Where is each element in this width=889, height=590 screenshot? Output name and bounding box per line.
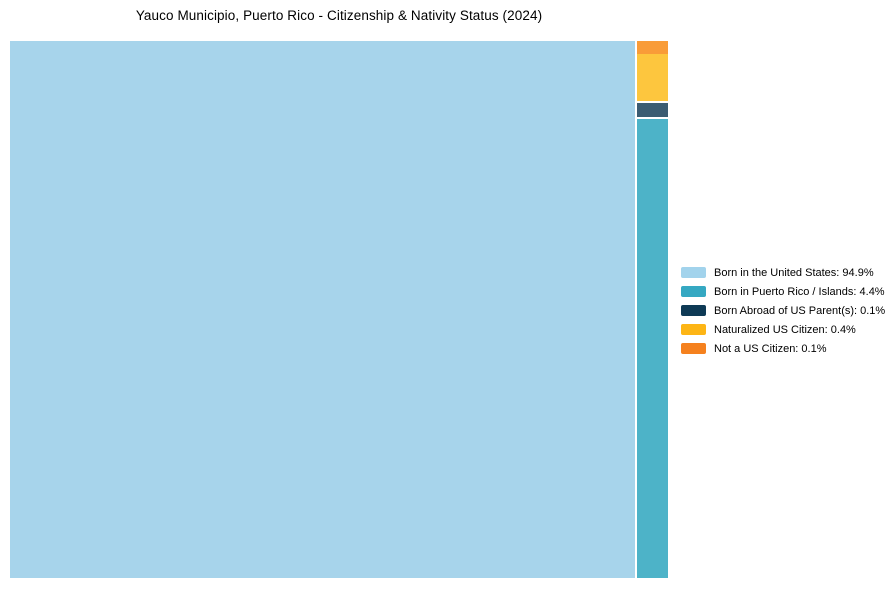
treemap-cell-not-us-citizen[interactable]: [637, 41, 668, 54]
legend-swatch-not-us-citizen: [681, 343, 706, 354]
legend-item-not-us-citizen[interactable]: Not a US Citizen: 0.1%: [681, 339, 885, 358]
legend-swatch-born-in-us: [681, 267, 706, 278]
legend-label: Not a US Citizen: 0.1%: [714, 342, 827, 355]
legend-item-born-in-pr[interactable]: Born in Puerto Rico / Islands: 4.4%: [681, 282, 885, 301]
treemap-cell-naturalized[interactable]: [637, 54, 668, 101]
legend-swatch-naturalized: [681, 324, 706, 335]
legend-label: Born in the United States: 94.9%: [714, 266, 874, 279]
legend-label: Naturalized US Citizen: 0.4%: [714, 323, 856, 336]
legend-item-born-in-us[interactable]: Born in the United States: 94.9%: [681, 263, 885, 282]
legend-item-naturalized[interactable]: Naturalized US Citizen: 0.4%: [681, 320, 885, 339]
treemap-cell-born-in-us[interactable]: [10, 41, 635, 578]
legend-swatch-born-in-pr: [681, 286, 706, 297]
legend: Born in the United States: 94.9% Born in…: [681, 263, 885, 358]
chart-title: Yauco Municipio, Puerto Rico - Citizensh…: [135, 8, 543, 23]
treemap-cell-born-in-pr[interactable]: [637, 119, 668, 578]
legend-item-born-abroad[interactable]: Born Abroad of US Parent(s): 0.1%: [681, 301, 885, 320]
treemap-cell-born-abroad[interactable]: [637, 103, 668, 117]
legend-label: Born in Puerto Rico / Islands: 4.4%: [714, 285, 885, 298]
legend-swatch-born-abroad: [681, 305, 706, 316]
treemap: [10, 41, 668, 578]
legend-label: Born Abroad of US Parent(s): 0.1%: [714, 304, 886, 317]
